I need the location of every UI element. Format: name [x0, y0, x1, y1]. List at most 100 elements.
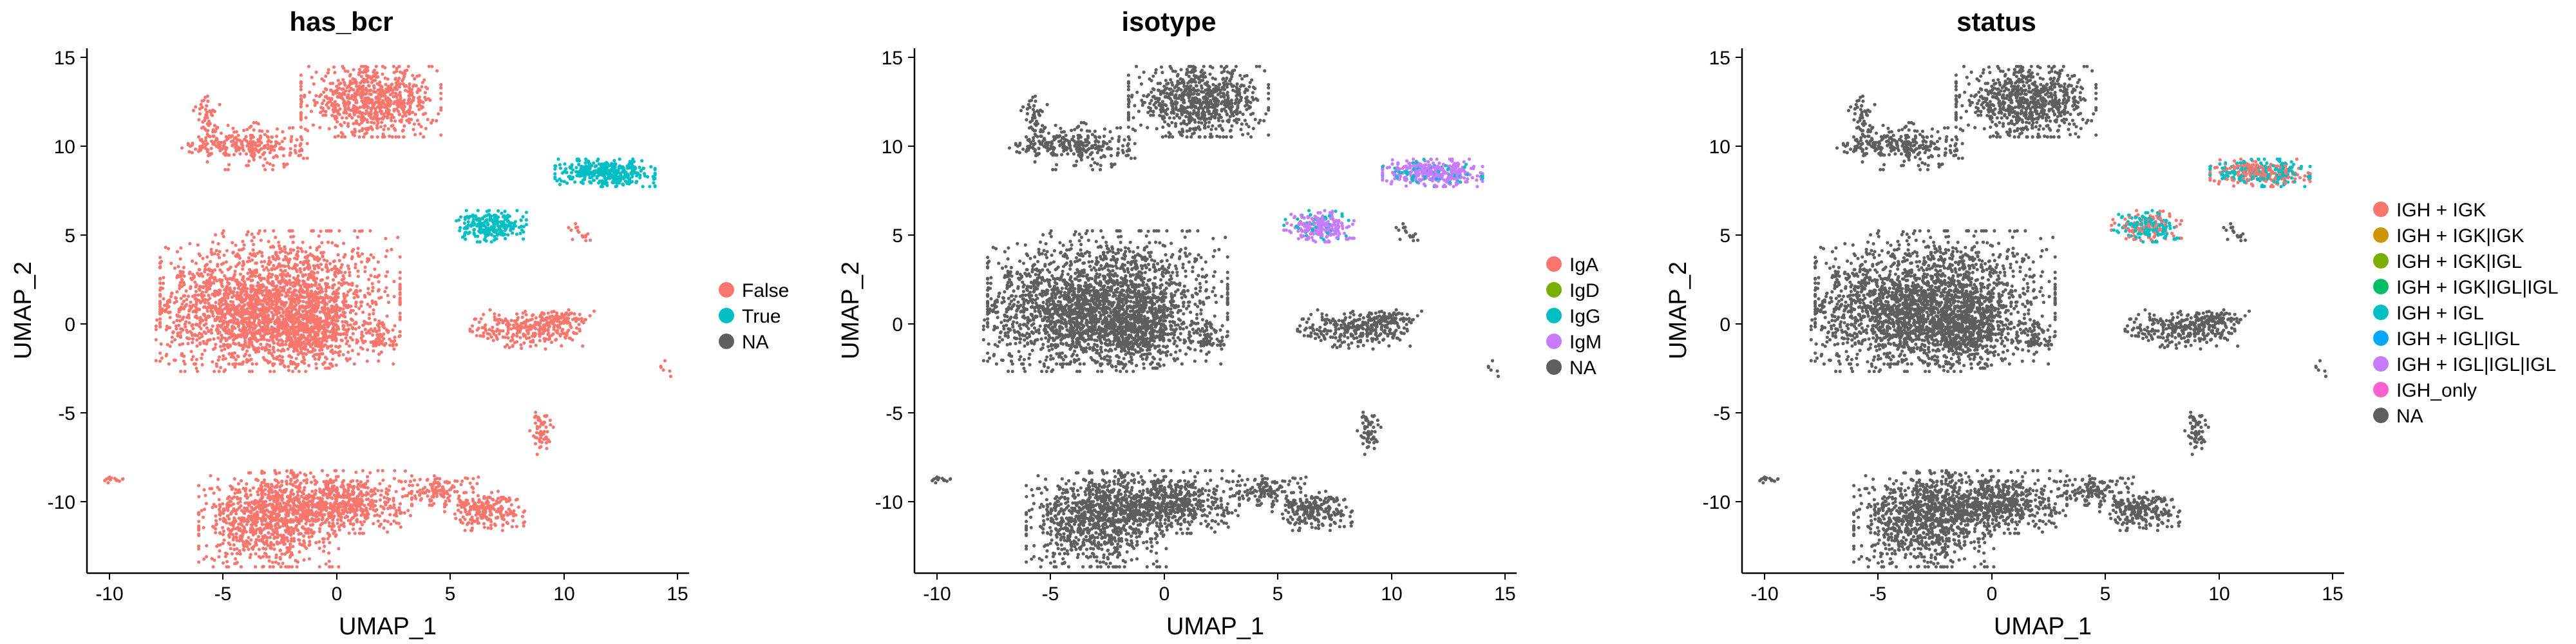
data-point — [327, 551, 331, 555]
data-point — [273, 536, 277, 540]
data-point — [250, 239, 254, 243]
data-point — [255, 511, 259, 515]
data-point — [324, 289, 328, 293]
data-point — [294, 366, 298, 370]
data-point — [197, 484, 201, 488]
data-point — [208, 304, 212, 308]
data-point — [195, 338, 199, 342]
data-point — [406, 509, 410, 513]
data-point — [258, 276, 261, 280]
data-point — [316, 333, 320, 337]
data-point — [281, 147, 286, 151]
data-point — [330, 241, 334, 245]
data-point — [274, 489, 278, 493]
data-point — [260, 469, 264, 473]
data-point — [396, 236, 400, 240]
data-point — [216, 336, 220, 340]
data-point — [319, 251, 323, 254]
data-point — [299, 142, 303, 146]
data-point — [332, 493, 336, 497]
data-point — [288, 287, 292, 290]
data-point — [387, 108, 391, 112]
data-point — [303, 273, 308, 277]
data-point — [216, 308, 220, 312]
data-point — [348, 101, 352, 105]
data-point — [250, 343, 254, 347]
data-point — [307, 531, 310, 535]
data-point — [281, 339, 285, 344]
data-point — [385, 249, 389, 252]
data-point — [225, 560, 229, 564]
data-point — [258, 155, 262, 159]
data-point — [206, 129, 210, 133]
data-point — [164, 354, 168, 358]
data-point — [158, 277, 162, 281]
data-point — [211, 305, 215, 309]
data-point — [343, 298, 346, 302]
data-point — [231, 353, 234, 357]
data-point — [213, 276, 217, 281]
data-point — [209, 247, 213, 251]
data-point — [214, 531, 218, 535]
data-point — [384, 286, 388, 290]
data-point — [274, 513, 278, 516]
data-point — [249, 274, 252, 278]
data-point — [243, 529, 247, 533]
data-point — [305, 480, 308, 485]
data-point — [175, 290, 179, 294]
data-point — [323, 308, 327, 312]
data-point — [332, 531, 336, 535]
data-point — [279, 325, 283, 328]
data-point — [374, 79, 377, 82]
data-point — [398, 285, 402, 289]
data-point — [302, 558, 306, 562]
data-point — [279, 349, 283, 353]
data-point — [247, 345, 251, 349]
data-point — [208, 337, 212, 342]
data-point — [276, 295, 280, 299]
data-point — [384, 105, 389, 109]
data-point — [392, 279, 396, 283]
data-point — [218, 305, 222, 308]
data-point — [194, 261, 198, 265]
data-point — [213, 558, 216, 562]
data-point — [423, 91, 428, 95]
data-point — [380, 91, 384, 95]
data-point — [160, 356, 164, 360]
data-point — [232, 477, 236, 481]
data-point — [321, 296, 325, 299]
data-point — [329, 229, 333, 233]
data-point — [218, 278, 222, 281]
data-point — [234, 243, 238, 247]
data-point — [392, 294, 396, 299]
data-point — [281, 270, 285, 274]
data-point — [317, 283, 321, 287]
data-point — [270, 268, 274, 272]
data-point — [411, 73, 415, 77]
data-point — [393, 469, 397, 473]
data-point — [211, 314, 215, 318]
data-point — [212, 141, 216, 145]
data-point — [252, 156, 256, 160]
data-point — [226, 268, 230, 272]
data-point — [278, 285, 283, 289]
data-point — [324, 74, 328, 78]
data-point — [308, 309, 312, 313]
data-point — [282, 348, 286, 353]
data-point — [417, 108, 421, 111]
data-point — [201, 256, 205, 260]
data-point — [205, 132, 209, 137]
data-point — [218, 513, 222, 516]
data-point — [340, 339, 345, 343]
data-point — [356, 269, 360, 273]
data-point — [207, 119, 211, 123]
data-point — [383, 519, 386, 523]
data-point — [266, 296, 270, 299]
data-point — [178, 343, 182, 346]
data-point — [204, 136, 208, 140]
data-point — [359, 304, 363, 308]
data-point — [307, 64, 311, 68]
data-point — [406, 101, 410, 106]
data-point — [305, 288, 309, 292]
data-point — [381, 116, 385, 120]
